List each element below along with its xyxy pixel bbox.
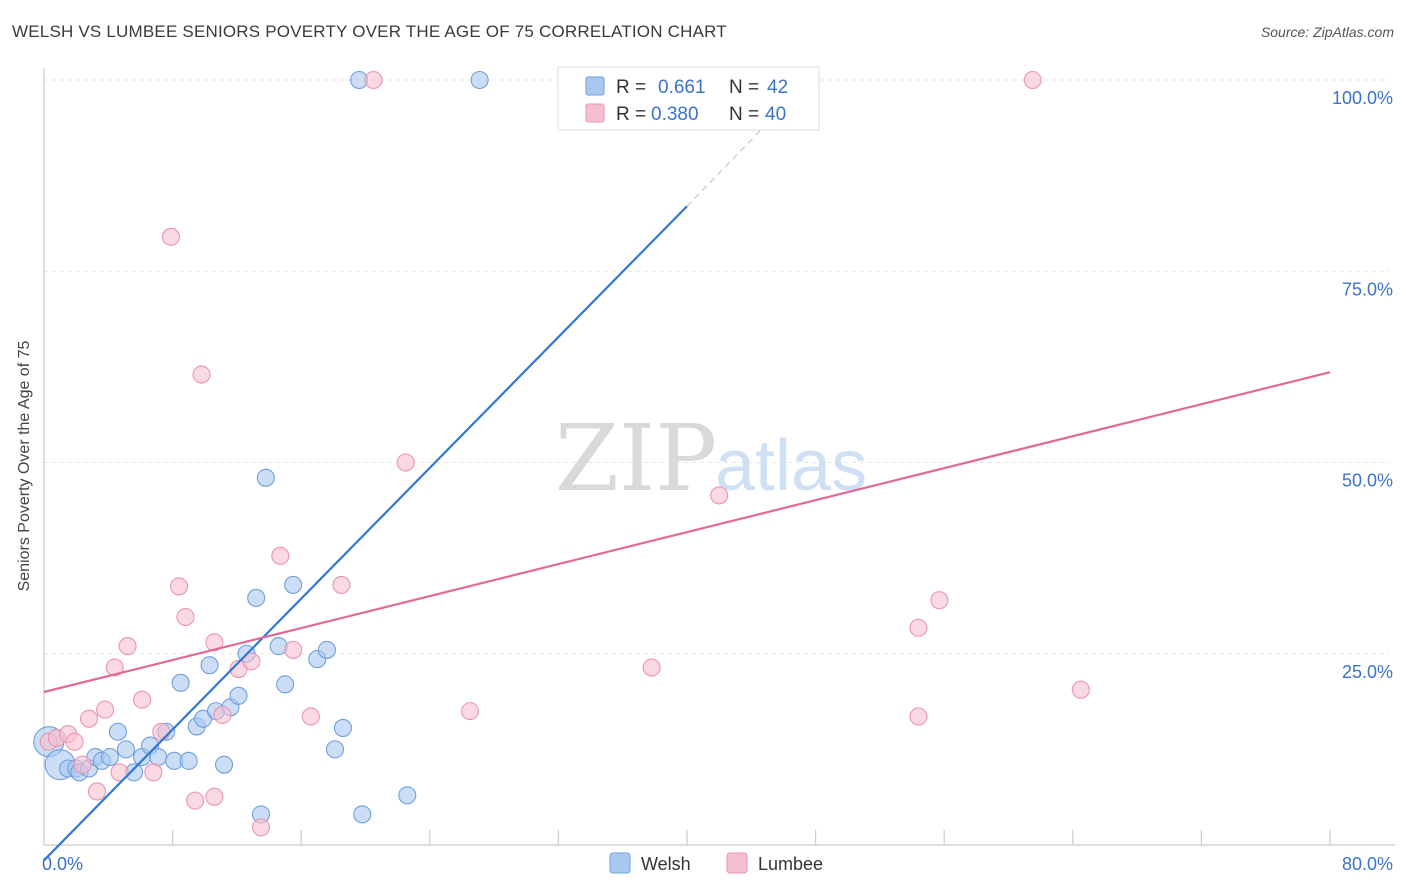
source-label: Source: ZipAtlas.com (1260, 24, 1394, 40)
welsh-point-9 (108, 722, 127, 741)
lumbee-point-36 (930, 591, 949, 610)
lumbee-point-6 (87, 782, 107, 801)
welsh-point-31 (276, 675, 295, 694)
lumbee-point-8 (105, 658, 124, 677)
welsh-point-23 (214, 755, 234, 774)
lumbee-point-37 (1023, 70, 1042, 90)
legend-lumbee-n-value: 40 (765, 104, 786, 125)
lumbee-point-32 (642, 658, 661, 677)
legend-bottom-welsh-swatch (609, 852, 631, 874)
lumbee-point-12 (144, 763, 163, 782)
welsh-point-29 (256, 468, 275, 487)
welsh-point-32 (284, 575, 303, 594)
welsh-point-25 (229, 686, 248, 705)
y-tick-label-2: 50.0% (1342, 471, 1393, 491)
chart-title: WELSH VS LUMBEE SENIORS POVERTY OVER THE… (12, 22, 727, 41)
lumbee-point-29 (364, 70, 383, 90)
legend-lumbee-n-label: N = (729, 104, 759, 125)
lumbee-point-14 (161, 227, 181, 246)
welsh-point-34 (317, 640, 336, 659)
legend-bottom: Welsh Lumbee (609, 852, 823, 874)
lumbee-point-27 (301, 707, 320, 726)
lumbee-point-19 (205, 787, 224, 806)
welsh-point-8 (100, 747, 119, 767)
y-tick-label-0: 100.0% (1332, 88, 1393, 108)
lumbee-point-5 (79, 709, 99, 728)
welsh-point-27 (247, 588, 266, 607)
x-tick-label-0: 0.0% (42, 854, 83, 874)
legend-welsh-r-value: 0.661 (658, 77, 706, 98)
lumbee-point-18 (192, 365, 211, 384)
legend-lumbee-r-label: R = (616, 104, 646, 125)
lumbee-point-4 (73, 755, 92, 774)
lumbee-point-10 (118, 637, 137, 656)
legend-lumbee-swatch (585, 103, 605, 123)
lumbee-trend-line (43, 371, 1331, 694)
axes (43, 68, 1395, 846)
welsh-point-21 (200, 656, 219, 675)
lumbee-point-25 (271, 546, 290, 565)
lumbee-point-34 (909, 618, 928, 637)
lumbee-point-38 (1071, 680, 1090, 699)
y-tick-label-3: 25.0% (1342, 662, 1393, 682)
grid (44, 79, 1390, 655)
legend-bottom-welsh-label: Welsh (641, 854, 691, 874)
lumbee-point-20 (205, 633, 224, 652)
lumbee-point-30 (396, 453, 415, 472)
lumbee-point-17 (186, 791, 205, 810)
lumbee-point-16 (176, 607, 195, 627)
legend-welsh-n-value: 42 (767, 77, 788, 98)
lumbee-point-26 (284, 640, 303, 659)
lumbee-point-3 (65, 732, 84, 751)
watermark-zip: ZIP (555, 405, 717, 512)
welsh-point-18 (179, 751, 198, 770)
lumbee-point-24 (251, 818, 271, 837)
y-tick-label-1: 75.0% (1342, 279, 1393, 299)
legend-welsh-swatch (585, 76, 605, 96)
lumbee-point-35 (909, 707, 928, 726)
tick-labels: 100.0% 75.0% 50.0% 25.0% 0.0% 80.0% (42, 88, 1393, 874)
welsh-point-35 (325, 740, 345, 759)
legend-bottom-lumbee-label: Lumbee (758, 854, 823, 874)
lumbee-point-33 (710, 486, 729, 505)
lumbee-point-28 (332, 575, 351, 594)
legend-welsh-n-label: N = (729, 77, 759, 98)
legend-top: R = 0.661 N = 42 R = 0.380 N = 40 (557, 66, 820, 131)
lumbee-point-9 (110, 763, 129, 782)
lumbee-point-13 (152, 722, 171, 741)
lumbee-point-31 (460, 702, 480, 721)
welsh-trend-line (43, 205, 688, 862)
legend-bottom-lumbee-swatch (726, 852, 748, 874)
lumbee-point-7 (96, 700, 115, 719)
welsh-point-36 (333, 718, 353, 738)
welsh-point-40 (470, 70, 489, 90)
legend-welsh-r-label: R = (616, 77, 646, 98)
welsh-point-37 (353, 805, 372, 824)
lumbee-point-21 (213, 705, 232, 725)
welsh-point-38 (398, 786, 417, 805)
welsh-point-10 (116, 740, 136, 759)
lumbee-point-23 (242, 652, 261, 671)
lumbee-point-15 (169, 577, 189, 596)
lumbee-point-11 (133, 690, 152, 709)
legend-lumbee-r-value: 0.380 (651, 104, 699, 125)
x-tick-label-1: 80.0% (1342, 854, 1393, 874)
welsh-point-17 (171, 673, 190, 692)
